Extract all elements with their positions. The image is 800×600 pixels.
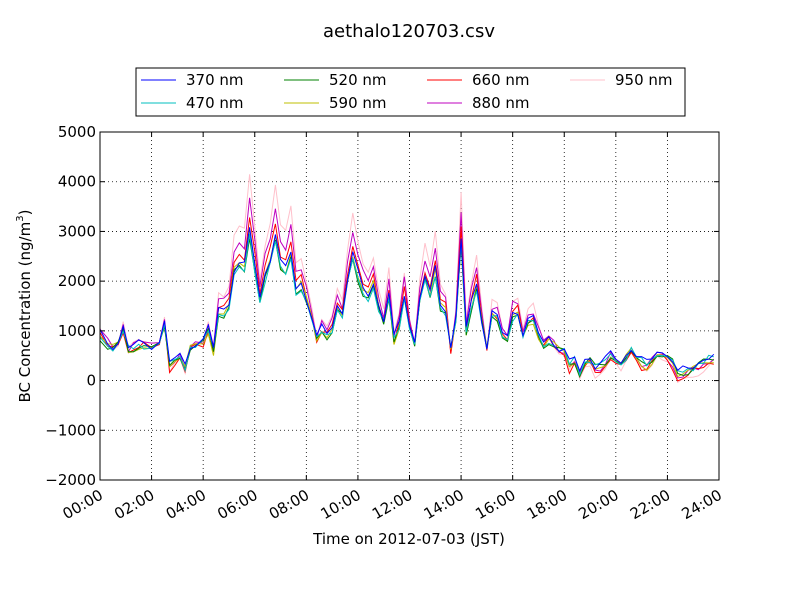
y-tick-label: 1000	[58, 322, 96, 340]
legend-box	[135, 67, 686, 117]
x-tick-label: 04:00	[163, 486, 209, 523]
y-tick-label: 5000	[58, 123, 96, 141]
legend-label: 590 nm	[329, 94, 387, 112]
legend-label: 880 nm	[472, 94, 530, 112]
series-layer	[99, 174, 715, 384]
x-tick-label: 18:00	[524, 486, 570, 523]
y-tick-label: −2000	[45, 471, 96, 489]
y-axis-label: BC Concentration (ng/m3)	[15, 210, 34, 403]
series-line	[99, 233, 714, 377]
series-line	[99, 174, 715, 384]
x-tick-label: 08:00	[266, 486, 312, 523]
series-line	[99, 197, 715, 379]
chart-title: aethalo120703.csv	[323, 21, 495, 42]
ticks: −2000 −1000 0 1000 2000 3000 4000 5000 00:00 02:0…	[45, 123, 725, 523]
x-tick-label: 20:00	[575, 486, 621, 523]
x-tick-label: 16:00	[472, 486, 518, 523]
x-tick-label: 00:00	[60, 486, 106, 523]
x-tick-label: 12:00	[369, 486, 415, 523]
x-tick-label: 02:00	[111, 486, 157, 523]
legend-label: 370 nm	[186, 71, 244, 89]
legend-label: 950 nm	[615, 71, 673, 89]
x-tick-label: 24:00	[679, 486, 725, 523]
y-axis-label-main: BC Concentration (ng/m	[16, 222, 34, 403]
series-line	[99, 227, 715, 373]
y-tick-label: −1000	[45, 421, 96, 439]
x-tick-label: 06:00	[214, 486, 260, 523]
y-tick-label: 0	[86, 372, 96, 390]
y-tick-label: 3000	[58, 222, 96, 240]
x-tick-label: 14:00	[421, 486, 467, 523]
x-tick-label: 22:00	[627, 486, 673, 523]
legend: 370 nm 470 nm 520 nm 590 nm 660 nm 880 nm 950 …	[135, 67, 686, 117]
y-tick-label: 4000	[58, 173, 96, 191]
y-axis-label-tail: )	[16, 210, 34, 216]
legend-label: 470 nm	[186, 94, 244, 112]
y-axis-label-sup: 3	[15, 215, 26, 221]
x-axis-label: Time on 2012-07-03 (JST)	[312, 530, 505, 548]
legend-label: 520 nm	[329, 71, 387, 89]
y-tick-label: 2000	[58, 272, 96, 290]
grid	[100, 132, 719, 480]
legend-label: 660 nm	[472, 71, 530, 89]
x-tick-label: 10:00	[317, 486, 363, 523]
